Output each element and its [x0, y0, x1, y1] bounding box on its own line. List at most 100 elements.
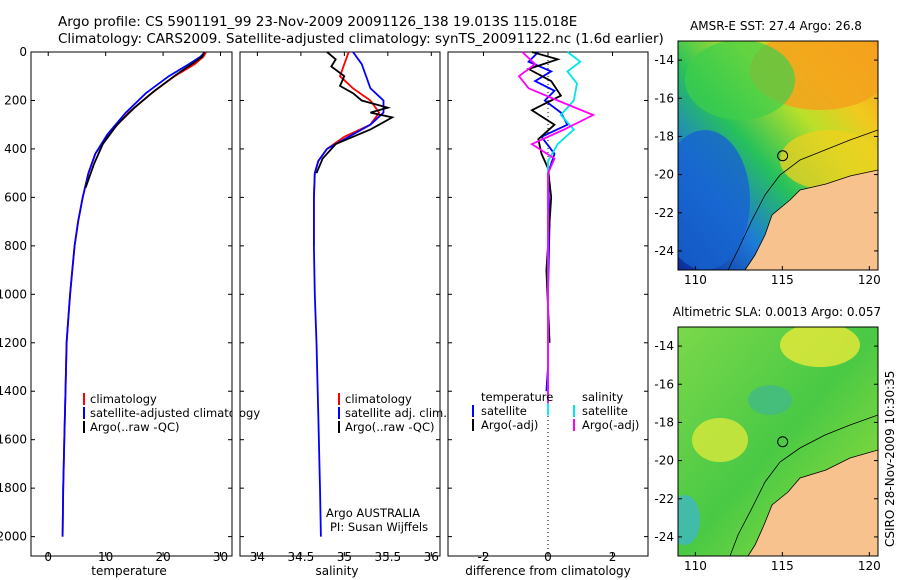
diff-legend-temp-argo: Argo(-adj) [481, 418, 538, 432]
legend-label-satellite: satellite-adjusted climatology [90, 406, 260, 420]
sla-map-ytick-label: -14 [654, 339, 674, 353]
sla-coastline [747, 449, 878, 556]
temperature-xtick-label: 20 [155, 550, 170, 564]
legend-label-argo: Argo(..raw -QC) [90, 420, 180, 434]
sst-map-ytick-label: -16 [654, 91, 674, 105]
difference-xtick-label: 0 [544, 550, 552, 564]
temperature-series-climatology [61, 51, 207, 537]
depth-tick-label: 400 [4, 142, 27, 156]
salinity-series-climatology [312, 51, 381, 246]
difference-legend: temperature satellite Argo(-adj) salinit… [472, 390, 639, 432]
diff-legend-salinity-title: salinity [582, 390, 623, 404]
sst-map-ytick-label: -22 [654, 206, 674, 220]
figure-title-line1: Argo profile: CS 5901191_99 23-Nov-2009 … [58, 14, 577, 30]
temperature-xtick-label: 10 [98, 550, 113, 564]
sla-map-ytick-label: -20 [654, 454, 674, 468]
sst-green-patch [685, 41, 795, 120]
sst-map-xtick-label: 120 [858, 273, 881, 287]
salinity-xtick-label: 34 [250, 550, 265, 564]
sla-map-xtick-label: 115 [771, 559, 794, 573]
temperature-legend: climatology satellite-adjusted climatolo… [83, 392, 260, 434]
sla-map-title: Altimetric SLA: 0.0013 Argo: 0.057 [673, 305, 881, 319]
sst-map [678, 41, 878, 270]
sst-map-title: AMSR-E SST: 27.4 Argo: 26.8 [690, 19, 862, 33]
salinity-axis-label: salinity [315, 564, 358, 578]
legend-label-climatology: climatology [90, 392, 157, 406]
depth-tick-label: 800 [4, 239, 27, 253]
sst-isobath [727, 129, 878, 270]
depth-tick-label: 2000 [0, 530, 27, 544]
salinity-panel-frame [239, 51, 441, 557]
temperature-xtick-label: 0 [44, 550, 52, 564]
depth-tick-label: 1400 [0, 384, 27, 398]
sst-map-ytick-label: -18 [654, 129, 674, 143]
temperature-xtick-label: 30 [213, 550, 228, 564]
temperature-series-argo [84, 51, 206, 189]
salinity-xtick-label: 34.5 [288, 550, 315, 564]
sla-blue-patch-1 [748, 385, 792, 415]
sla-map-xtick-label: 110 [684, 559, 707, 573]
sla-blue-patch-2 [678, 495, 700, 545]
sst-map-argo-marker [777, 150, 789, 162]
sla-map [678, 327, 878, 556]
temperature-series-satellite [61, 51, 206, 537]
sst-map-xtick-label: 110 [684, 273, 707, 287]
diff-legend-sal-satellite: satellite [582, 404, 628, 418]
sst-map-ytick-label: -24 [654, 244, 674, 258]
sla-map-argo-marker [777, 436, 789, 448]
sla-yellow-patch-1 [780, 327, 860, 367]
sal-legend-label-satellite: satellite adj. clim. [345, 406, 447, 420]
diff-legend-temp-satellite: satellite [481, 404, 527, 418]
temperature-marks: 0 10 20 30 [31, 51, 232, 564]
argo-pi-label: PI: Susan Wijffels [330, 520, 428, 534]
sla-map-ytick-label: -22 [654, 492, 674, 506]
sla-map-ytick-label: -16 [654, 377, 674, 391]
depth-tick-labels: 0 200 400 600 800 1000 1200 1400 1600 1800 2000 [0, 45, 27, 544]
salinity-xtick-label: 36 [424, 550, 439, 564]
depth-tick-label: 200 [4, 93, 27, 107]
sla-map-ytick-label: -24 [654, 530, 674, 544]
csiro-timestamp: CSIRO 28-Nov-2009 10:30:35 [883, 371, 897, 547]
diff-legend-sal-argo: Argo(-adj) [582, 418, 639, 432]
depth-tick-label: 1600 [0, 433, 27, 447]
sst-land [745, 170, 878, 270]
diff-legend-temperature-title: temperature [481, 390, 553, 404]
depth-tick-label: 0 [19, 45, 27, 59]
sst-map-ytick-label: -14 [654, 53, 674, 67]
difference-marks: -2 0 2 [448, 51, 648, 564]
salinity-legend: climatology satellite adj. clim. Argo(..… [338, 392, 447, 434]
salinity-xtick-label: 35 [337, 550, 352, 564]
figure-title-line2: Climatology: CARS2009. Satellite-adjuste… [58, 31, 664, 47]
salinity-xtick-label: 35.5 [374, 550, 401, 564]
sst-coastline [744, 169, 878, 270]
salinity-series-satellite [312, 51, 385, 537]
sla-map-frame [677, 326, 879, 557]
sal-legend-label-climatology: climatology [345, 392, 412, 406]
sst-map-xtick-label: 115 [771, 273, 794, 287]
sst-map-ticks: -14 -16 -18 -20 -22 -24 110 115 120 [654, 53, 880, 287]
sst-map-ytick-label: -20 [654, 168, 674, 182]
temperature-panel-frame [30, 51, 233, 557]
sla-map-xtick-label: 120 [858, 559, 881, 573]
salinity-marks: 34 34.5 35 35.5 36 [240, 51, 440, 564]
sla-land [748, 450, 878, 556]
sla-yellow-patch-2 [692, 418, 748, 462]
difference-series-salinity-argo [517, 51, 596, 404]
depth-tick-label: 1200 [0, 336, 27, 350]
sla-isobath [729, 414, 878, 556]
sla-map-ytick-label: -18 [654, 415, 674, 429]
argo-program-label: Argo AUSTRALIA [326, 506, 420, 520]
depth-tick-label: 1800 [0, 481, 27, 495]
legend-clip-cover [232, 395, 240, 435]
salinity-series-argo [315, 51, 395, 174]
sal-legend-label-argo: Argo(..raw -QC) [345, 420, 435, 434]
depth-tick-label: 600 [4, 190, 27, 204]
difference-xtick-label: 2 [609, 550, 617, 564]
difference-axis-label: difference from climatology [465, 564, 631, 578]
sst-cool-patch [678, 130, 750, 270]
temperature-axis-label: temperature [91, 564, 166, 578]
difference-xtick-label: -2 [477, 550, 489, 564]
sst-map-frame [677, 40, 879, 271]
depth-tick-label: 1000 [0, 287, 27, 301]
